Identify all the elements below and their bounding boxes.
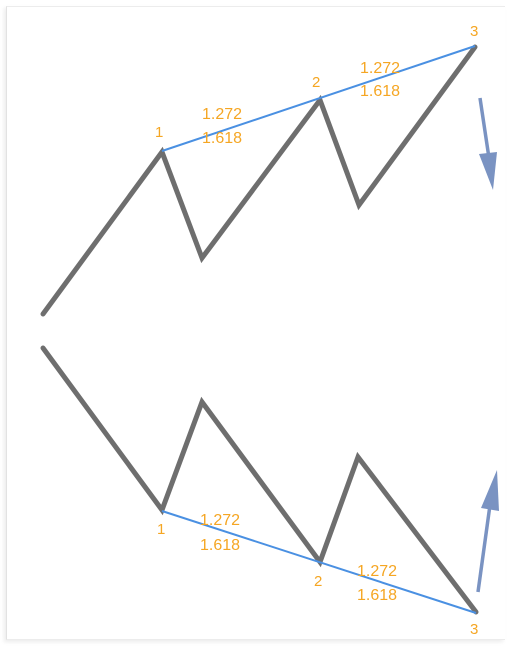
top-ratio-b-1: 1.272 — [360, 60, 400, 77]
bottom-ratio-a-1: 1.272 — [200, 512, 240, 529]
top-ratio-a-1: 1.272 — [202, 106, 242, 123]
top-trendline — [161, 45, 476, 152]
top-pattern: 1 2 3 1.272 1.618 1.272 1.618 — [40, 23, 497, 317]
top-zigzag-line — [40, 44, 478, 317]
bottom-point-3-label: 3 — [470, 621, 478, 638]
bottom-point-1-label: 1 — [157, 521, 165, 538]
bottom-ratio-a-2: 1.618 — [200, 537, 240, 554]
bottom-zigzag-line — [40, 345, 479, 615]
top-ratio-a-2: 1.618 — [202, 130, 242, 147]
up-arrow-icon — [476, 470, 499, 593]
top-point-3-label: 3 — [470, 23, 478, 40]
top-point-2-label: 2 — [312, 74, 320, 91]
bottom-pattern: 1 2 3 1.272 1.618 1.272 1.618 — [40, 345, 499, 638]
bottom-ratio-b-2: 1.618 — [357, 587, 397, 604]
top-point-1-label: 1 — [155, 124, 163, 141]
bottom-trendline — [161, 510, 477, 614]
diagram-frame — [6, 6, 505, 640]
bottom-point-2-label: 2 — [314, 573, 322, 590]
down-arrow-icon — [478, 97, 497, 190]
bottom-ratio-b-1: 1.272 — [357, 563, 397, 580]
top-ratio-b-2: 1.618 — [360, 83, 400, 100]
